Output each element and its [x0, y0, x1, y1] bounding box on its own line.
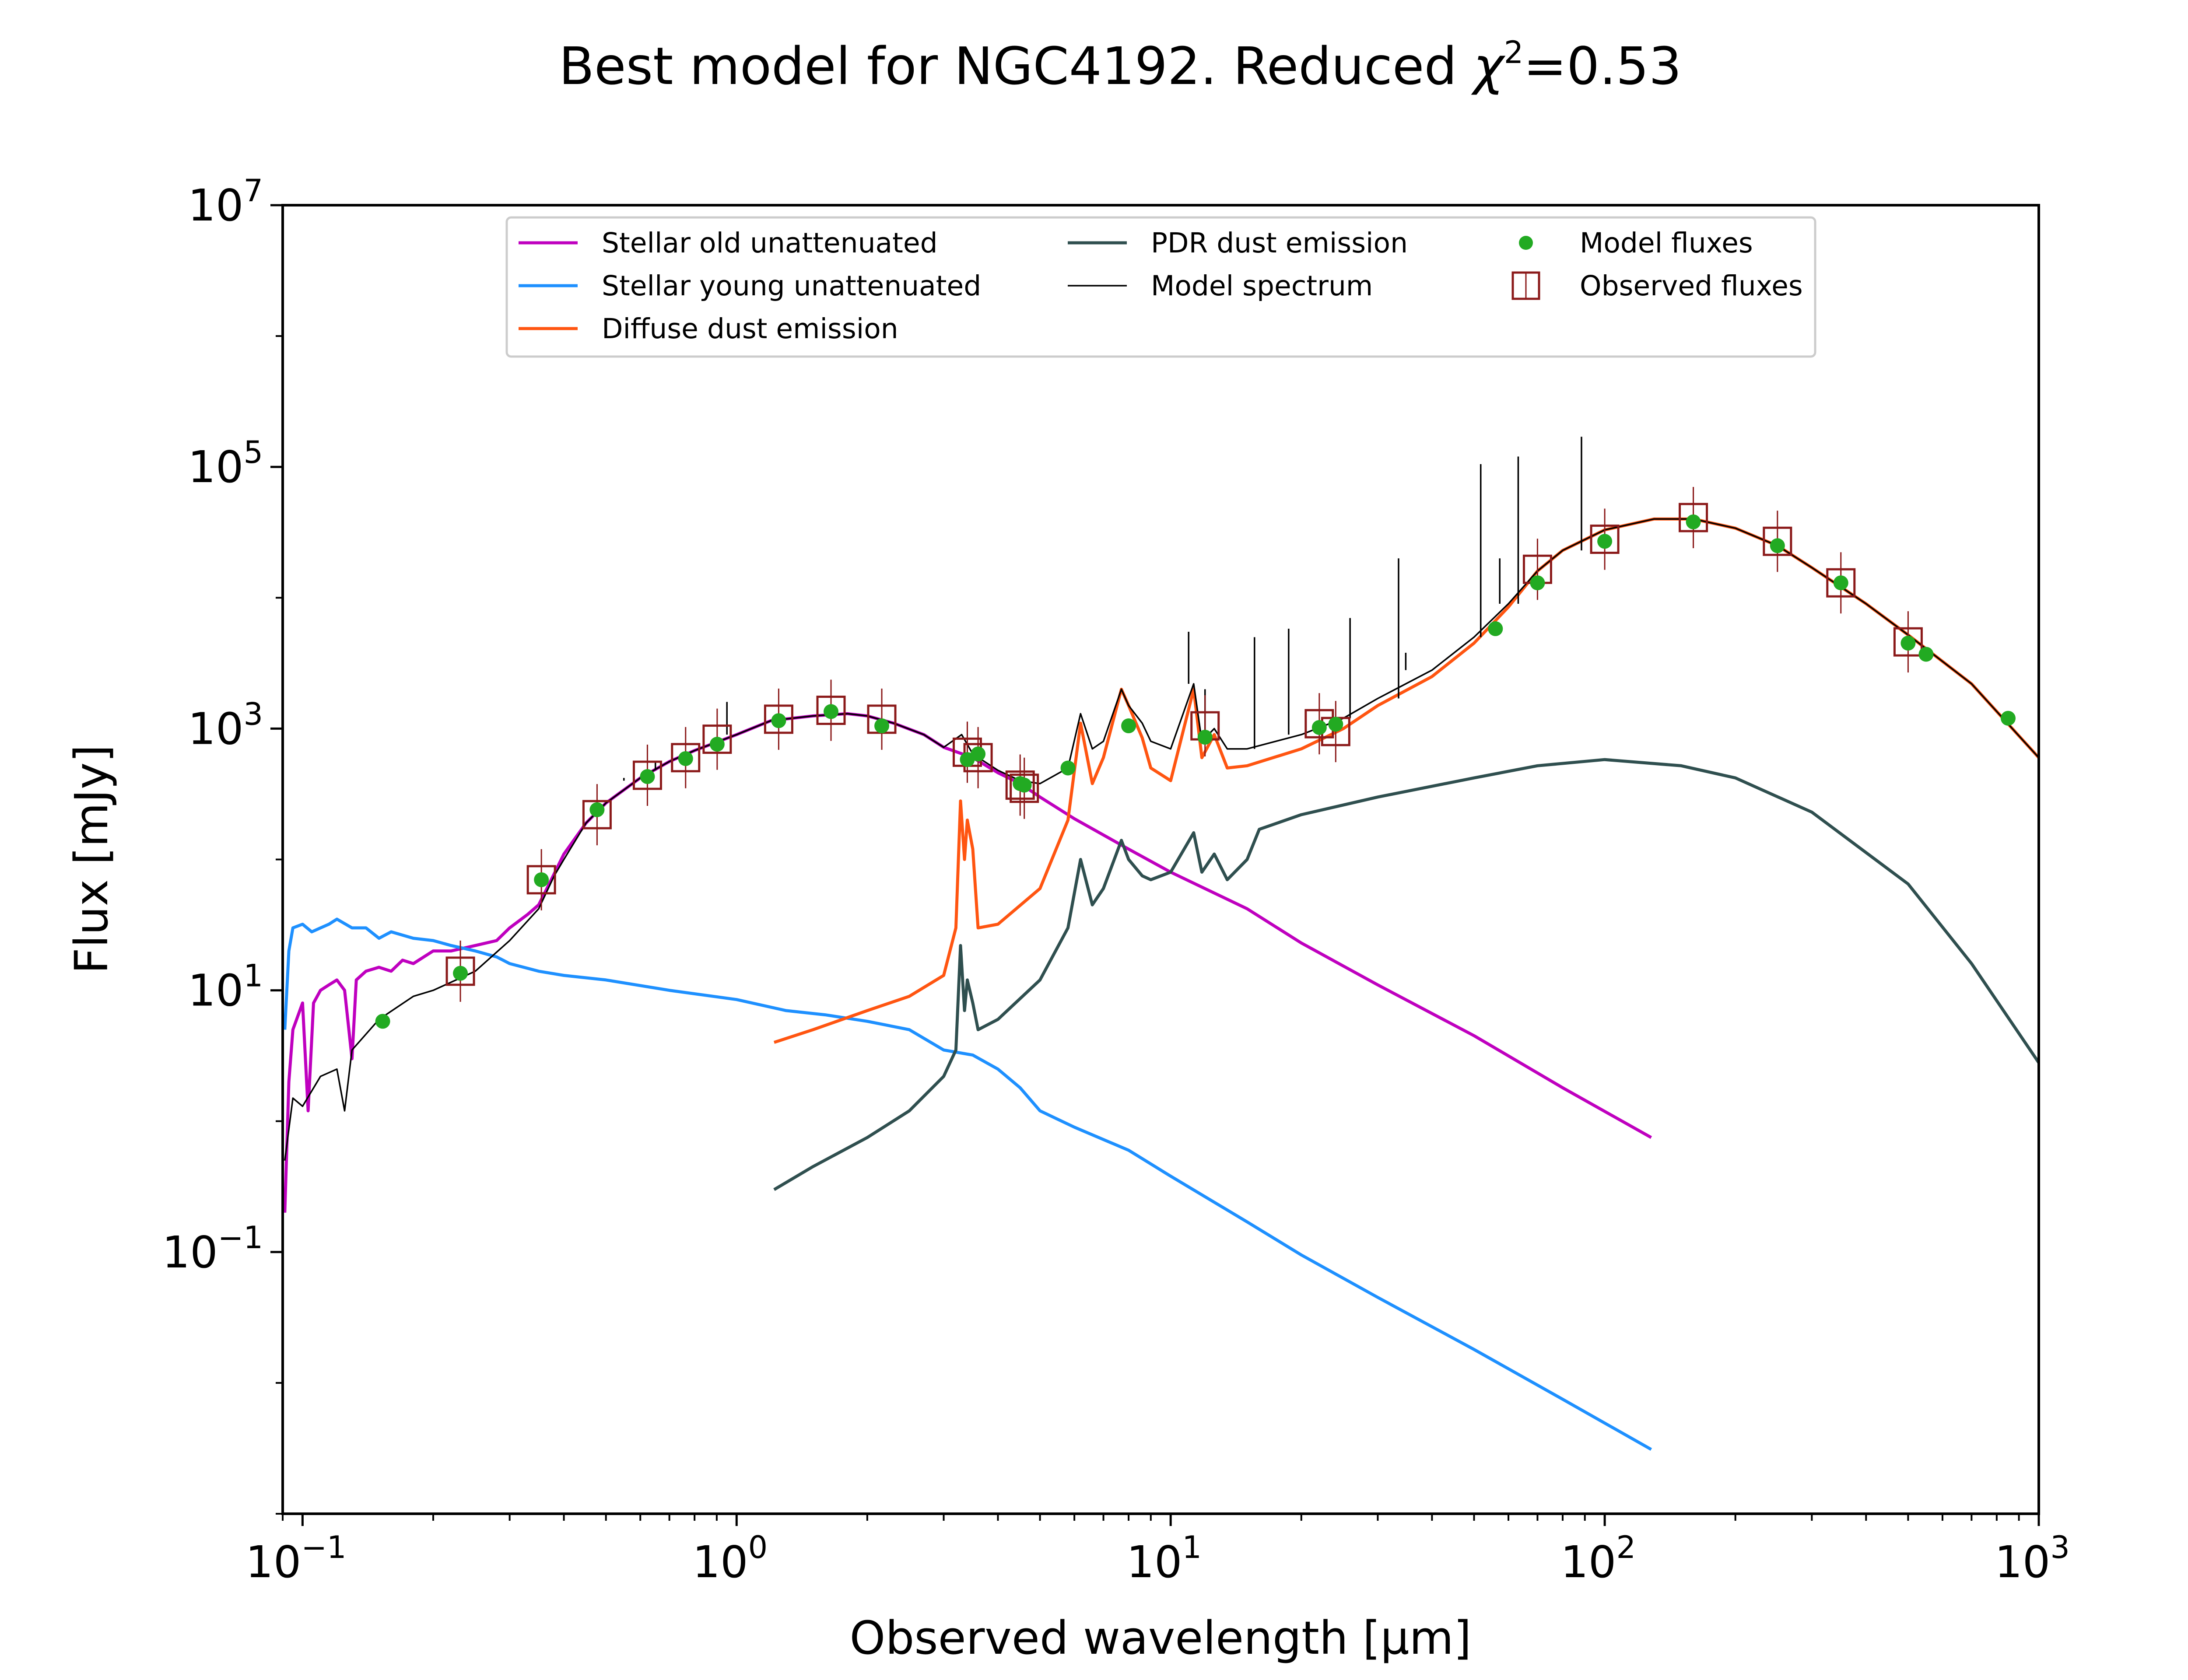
model-flux-marker: [1686, 514, 1701, 529]
x-tick-label: 10−1: [245, 1530, 346, 1588]
chart-title: Best model for NGC4192. Reduced χ2=0.53: [559, 35, 1682, 96]
y-tick-label: 101: [188, 958, 263, 1016]
model-flux-marker: [1060, 760, 1076, 776]
observed-flux-marker: [1590, 525, 1620, 554]
title-chi-exponent: 2: [1504, 35, 1524, 70]
legend-label: Model spectrum: [1151, 270, 1373, 302]
observed-flux-marker: [671, 743, 701, 773]
observed-flux-marker: [1893, 627, 1923, 657]
model-flux-marker: [1918, 647, 1934, 662]
model-flux-marker: [971, 746, 986, 762]
observed-flux-marker: [1005, 770, 1035, 800]
model-flux-marker: [534, 872, 549, 887]
marker-layer: [375, 487, 2016, 1029]
legend-swatch: [1519, 236, 1533, 250]
y-tick-label: 107: [188, 173, 263, 231]
legend-label: Stellar old unattenuated: [602, 227, 938, 259]
observed-flux-marker: [582, 800, 612, 830]
model-flux-marker: [2000, 710, 2016, 726]
observed-flux-marker: [526, 865, 556, 895]
y-tick-label: 10−1: [162, 1220, 263, 1278]
model-flux-marker: [1597, 534, 1613, 549]
model-flux-marker: [824, 704, 839, 719]
model-flux-marker: [1197, 729, 1213, 745]
legend-label: Stellar young unattenuated: [602, 270, 981, 302]
observed-flux-marker: [702, 724, 732, 754]
legend: Stellar old unattenuated Stellar young un…: [505, 216, 1816, 358]
model-flux-marker: [1833, 575, 1848, 591]
legend-frame: [505, 216, 1816, 358]
model-flux-marker: [589, 802, 605, 817]
model-flux-marker: [1017, 777, 1032, 793]
title-chi-symbol: χ: [1471, 36, 1506, 96]
observed-flux-marker: [445, 956, 475, 986]
x-tick-label: 101: [1126, 1530, 1202, 1588]
observed-flux-marker: [632, 760, 662, 790]
legend-label: Diffuse dust emission: [602, 313, 898, 345]
series-line-1: [283, 917, 1652, 1451]
series-line-3: [773, 758, 2039, 1191]
observed-flux-marker: [1763, 526, 1792, 556]
model-flux-marker: [678, 751, 693, 766]
legend-label: Observed fluxes: [1580, 270, 1803, 302]
y-axis-label: Flux [mJy]: [65, 745, 118, 974]
model-flux-marker: [1770, 538, 1785, 553]
series-layer: [283, 437, 2039, 1451]
observed-flux-marker: [764, 704, 793, 734]
y-axis: 10−1 101 103 105 107: [162, 173, 283, 1515]
model-flux-marker: [1488, 621, 1503, 637]
model-flux-marker: [640, 769, 655, 784]
model-flux-marker: [375, 1014, 390, 1029]
y-tick-label: 103: [188, 696, 263, 754]
legend-label: PDR dust emission: [1151, 227, 1408, 259]
model-flux-marker: [709, 737, 725, 752]
model-flux-marker: [1121, 718, 1136, 734]
observed-flux-marker: [816, 696, 846, 725]
model-flux-marker: [1900, 636, 1916, 651]
x-tick-label: 102: [1560, 1530, 1636, 1588]
series-line-4: [284, 518, 2039, 1161]
model-flux-marker: [1530, 575, 1545, 591]
observed-flux-marker: [1679, 503, 1708, 532]
legend-label: Model fluxes: [1580, 227, 1753, 259]
observed-flux-marker: [1826, 568, 1856, 598]
x-tick-label: 103: [1995, 1530, 2070, 1588]
observed-flux-marker: [1010, 774, 1039, 803]
series-line-0: [283, 712, 1652, 1213]
model-flux-marker: [453, 966, 468, 981]
model-flux-marker: [874, 718, 890, 734]
x-axis: 10−1 100 101 102 103: [245, 1514, 2070, 1588]
model-flux-marker: [1328, 717, 1343, 732]
model-flux-marker: [771, 713, 786, 728]
y-tick-label: 105: [188, 434, 263, 493]
x-axis-label: Observed wavelength [μm]: [850, 1611, 1472, 1665]
x-tick-label: 100: [692, 1530, 768, 1588]
model-flux-marker: [1311, 720, 1327, 735]
